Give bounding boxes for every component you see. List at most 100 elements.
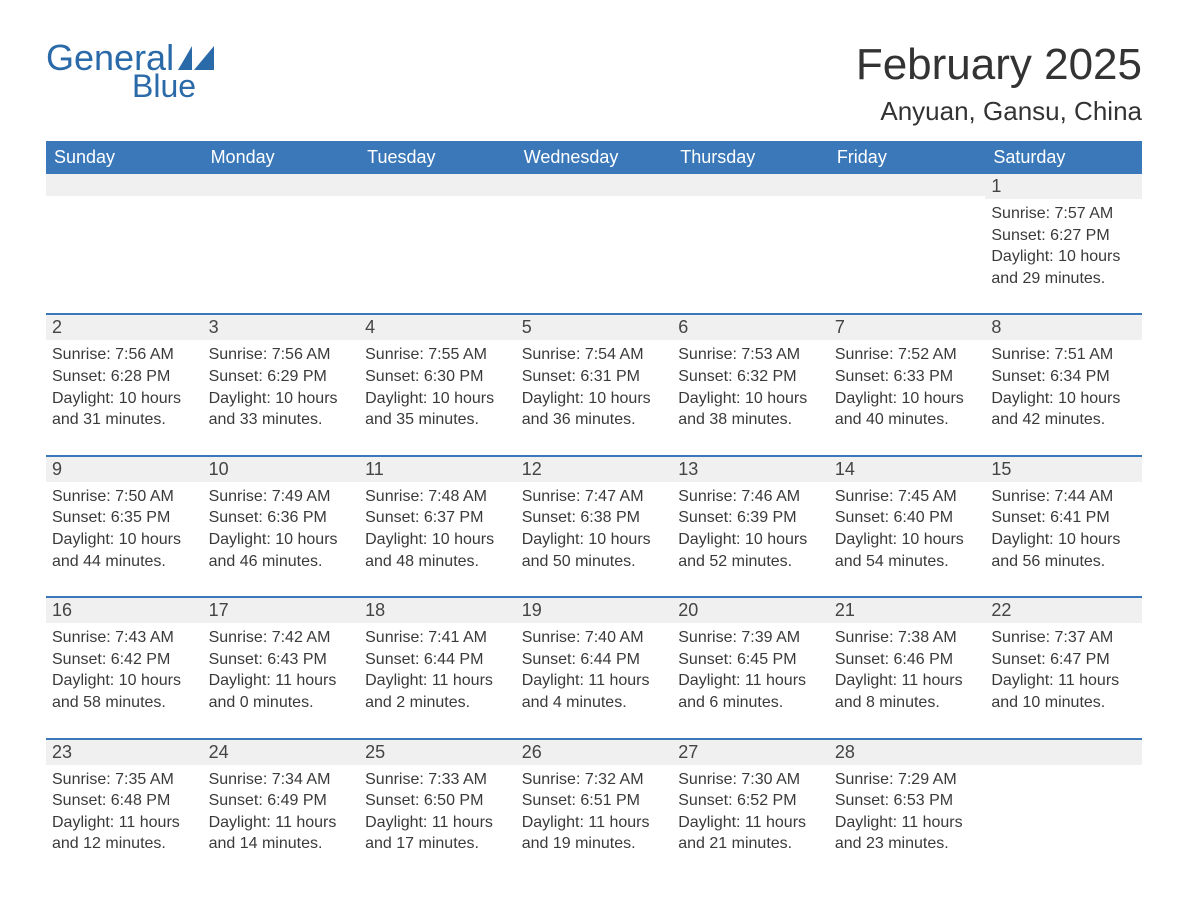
calendar-day-cell: 21Sunrise: 7:38 AMSunset: 6:46 PMDayligh… [829, 596, 986, 737]
sunrise-text: Sunrise: 7:29 AM [835, 769, 980, 791]
sunrise-text: Sunrise: 7:44 AM [991, 486, 1136, 508]
daylight-text: Daylight: 10 hours and 40 minutes. [835, 388, 980, 431]
sunrise-text: Sunrise: 7:35 AM [52, 769, 197, 791]
day-details: Sunrise: 7:49 AMSunset: 6:36 PMDaylight:… [203, 482, 360, 596]
daylight-text: Daylight: 11 hours and 12 minutes. [52, 812, 197, 855]
sunset-text: Sunset: 6:43 PM [209, 649, 354, 671]
sunset-text: Sunset: 6:35 PM [52, 507, 197, 529]
day-number: 27 [672, 738, 829, 765]
daylight-text: Daylight: 11 hours and 8 minutes. [835, 670, 980, 713]
sunrise-text: Sunrise: 7:32 AM [522, 769, 667, 791]
sunrise-text: Sunrise: 7:33 AM [365, 769, 510, 791]
day-number: 3 [203, 313, 360, 340]
sunset-text: Sunset: 6:34 PM [991, 366, 1136, 388]
sunrise-text: Sunrise: 7:52 AM [835, 344, 980, 366]
sunset-text: Sunset: 6:52 PM [678, 790, 823, 812]
day-details: Sunrise: 7:45 AMSunset: 6:40 PMDaylight:… [829, 482, 986, 596]
calendar-day-cell: 8Sunrise: 7:51 AMSunset: 6:34 PMDaylight… [985, 313, 1142, 454]
day-details: Sunrise: 7:39 AMSunset: 6:45 PMDaylight:… [672, 623, 829, 737]
calendar-day-cell: 22Sunrise: 7:37 AMSunset: 6:47 PMDayligh… [985, 596, 1142, 737]
calendar-day-cell: 1Sunrise: 7:57 AMSunset: 6:27 PMDaylight… [985, 174, 1142, 313]
empty-day-band [516, 174, 673, 196]
day-number: 6 [672, 313, 829, 340]
daylight-text: Daylight: 10 hours and 33 minutes. [209, 388, 354, 431]
empty-day-body [46, 196, 203, 246]
calendar-table: Sunday Monday Tuesday Wednesday Thursday… [46, 141, 1142, 879]
sunset-text: Sunset: 6:41 PM [991, 507, 1136, 529]
sunrise-text: Sunrise: 7:45 AM [835, 486, 980, 508]
sunset-text: Sunset: 6:46 PM [835, 649, 980, 671]
sunrise-text: Sunrise: 7:46 AM [678, 486, 823, 508]
calendar-day-cell: 19Sunrise: 7:40 AMSunset: 6:44 PMDayligh… [516, 596, 673, 737]
day-number: 26 [516, 738, 673, 765]
day-number: 25 [359, 738, 516, 765]
sail-icon [178, 46, 214, 70]
day-details: Sunrise: 7:46 AMSunset: 6:39 PMDaylight:… [672, 482, 829, 596]
day-number: 20 [672, 596, 829, 623]
day-details: Sunrise: 7:38 AMSunset: 6:46 PMDaylight:… [829, 623, 986, 737]
calendar-day-cell [46, 174, 203, 313]
page-title: February 2025 [856, 40, 1142, 90]
calendar-day-cell: 12Sunrise: 7:47 AMSunset: 6:38 PMDayligh… [516, 455, 673, 596]
day-number: 9 [46, 455, 203, 482]
weekday-header: Saturday [985, 141, 1142, 174]
empty-day-band [829, 174, 986, 196]
daylight-text: Daylight: 11 hours and 23 minutes. [835, 812, 980, 855]
day-details: Sunrise: 7:37 AMSunset: 6:47 PMDaylight:… [985, 623, 1142, 737]
sunset-text: Sunset: 6:44 PM [365, 649, 510, 671]
calendar-day-cell: 4Sunrise: 7:55 AMSunset: 6:30 PMDaylight… [359, 313, 516, 454]
sunrise-text: Sunrise: 7:57 AM [991, 203, 1136, 225]
sunrise-text: Sunrise: 7:53 AM [678, 344, 823, 366]
calendar-day-cell: 23Sunrise: 7:35 AMSunset: 6:48 PMDayligh… [46, 738, 203, 879]
sunset-text: Sunset: 6:29 PM [209, 366, 354, 388]
empty-day-band [359, 174, 516, 196]
sunset-text: Sunset: 6:38 PM [522, 507, 667, 529]
sunrise-text: Sunrise: 7:40 AM [522, 627, 667, 649]
day-details: Sunrise: 7:41 AMSunset: 6:44 PMDaylight:… [359, 623, 516, 737]
sunset-text: Sunset: 6:50 PM [365, 790, 510, 812]
sunset-text: Sunset: 6:32 PM [678, 366, 823, 388]
calendar-week-row: 23Sunrise: 7:35 AMSunset: 6:48 PMDayligh… [46, 738, 1142, 879]
daylight-text: Daylight: 11 hours and 19 minutes. [522, 812, 667, 855]
daylight-text: Daylight: 11 hours and 21 minutes. [678, 812, 823, 855]
sunset-text: Sunset: 6:45 PM [678, 649, 823, 671]
empty-day-body [203, 196, 360, 246]
weekday-header-row: Sunday Monday Tuesday Wednesday Thursday… [46, 141, 1142, 174]
weekday-header: Tuesday [359, 141, 516, 174]
sunrise-text: Sunrise: 7:34 AM [209, 769, 354, 791]
calendar-day-cell: 11Sunrise: 7:48 AMSunset: 6:37 PMDayligh… [359, 455, 516, 596]
day-details: Sunrise: 7:53 AMSunset: 6:32 PMDaylight:… [672, 340, 829, 454]
calendar-day-cell: 15Sunrise: 7:44 AMSunset: 6:41 PMDayligh… [985, 455, 1142, 596]
day-details: Sunrise: 7:56 AMSunset: 6:28 PMDaylight:… [46, 340, 203, 454]
calendar-day-cell [359, 174, 516, 313]
day-details: Sunrise: 7:57 AMSunset: 6:27 PMDaylight:… [985, 199, 1142, 313]
sunrise-text: Sunrise: 7:47 AM [522, 486, 667, 508]
day-number: 28 [829, 738, 986, 765]
empty-day-band [46, 174, 203, 196]
day-number: 4 [359, 313, 516, 340]
calendar-day-cell: 14Sunrise: 7:45 AMSunset: 6:40 PMDayligh… [829, 455, 986, 596]
day-details: Sunrise: 7:43 AMSunset: 6:42 PMDaylight:… [46, 623, 203, 737]
sunrise-text: Sunrise: 7:41 AM [365, 627, 510, 649]
day-details: Sunrise: 7:30 AMSunset: 6:52 PMDaylight:… [672, 765, 829, 879]
calendar-day-cell: 24Sunrise: 7:34 AMSunset: 6:49 PMDayligh… [203, 738, 360, 879]
sunrise-text: Sunrise: 7:48 AM [365, 486, 510, 508]
sunset-text: Sunset: 6:47 PM [991, 649, 1136, 671]
sunrise-text: Sunrise: 7:49 AM [209, 486, 354, 508]
sunrise-text: Sunrise: 7:51 AM [991, 344, 1136, 366]
sunset-text: Sunset: 6:31 PM [522, 366, 667, 388]
sunset-text: Sunset: 6:28 PM [52, 366, 197, 388]
day-details: Sunrise: 7:29 AMSunset: 6:53 PMDaylight:… [829, 765, 986, 879]
sunrise-text: Sunrise: 7:50 AM [52, 486, 197, 508]
day-number: 2 [46, 313, 203, 340]
daylight-text: Daylight: 10 hours and 44 minutes. [52, 529, 197, 572]
daylight-text: Daylight: 11 hours and 10 minutes. [991, 670, 1136, 713]
sunset-text: Sunset: 6:42 PM [52, 649, 197, 671]
weekday-header: Sunday [46, 141, 203, 174]
weekday-header: Wednesday [516, 141, 673, 174]
day-number: 17 [203, 596, 360, 623]
sunrise-text: Sunrise: 7:30 AM [678, 769, 823, 791]
empty-day-body [516, 196, 673, 246]
sunrise-text: Sunrise: 7:54 AM [522, 344, 667, 366]
empty-day-band [672, 174, 829, 196]
